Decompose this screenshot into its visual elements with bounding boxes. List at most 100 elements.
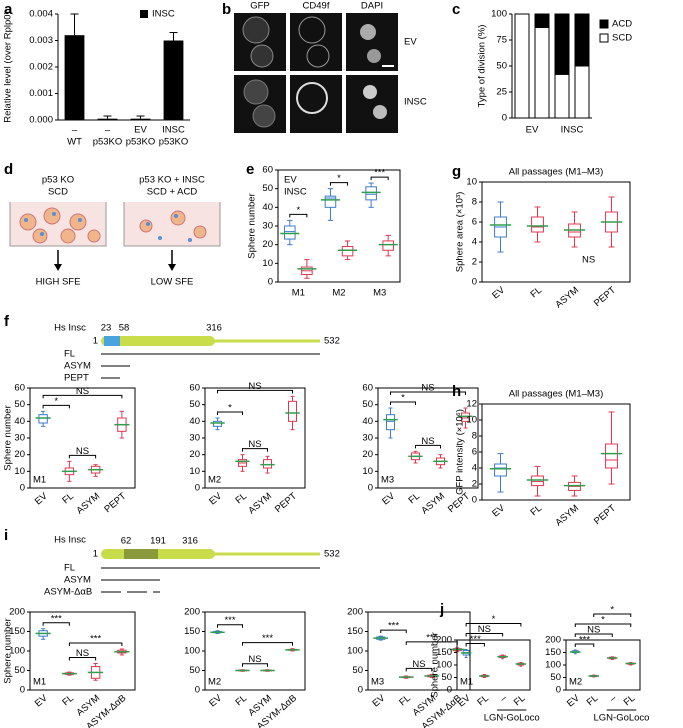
y-tick-label: 20 bbox=[262, 239, 273, 250]
significance-bracket bbox=[380, 629, 407, 634]
construct-label: ASYM-ΔαB bbox=[44, 587, 92, 598]
significance-bracket bbox=[242, 448, 268, 452]
condition-label: SCD + ACD bbox=[147, 187, 198, 198]
plot-frame bbox=[29, 387, 136, 489]
significance-label: NS bbox=[248, 439, 261, 450]
significance-label: NS bbox=[421, 383, 434, 394]
y-tick-label: 8 bbox=[472, 197, 477, 208]
panel-letter: d bbox=[4, 161, 13, 178]
x-tick-label: M2 bbox=[332, 288, 345, 299]
significance-label: *** bbox=[262, 633, 273, 644]
residue-label: 532 bbox=[324, 336, 340, 347]
y-tick-label: 20 bbox=[189, 449, 200, 460]
y-tick-label: 8 bbox=[472, 431, 477, 442]
significance-bracket bbox=[242, 642, 293, 646]
construct-label: PEPT bbox=[64, 373, 89, 384]
x-tick-label: ASYM bbox=[246, 491, 274, 517]
x-tick-label: FL bbox=[233, 693, 249, 709]
significance-label: * bbox=[337, 173, 341, 184]
significance-label: *** bbox=[374, 168, 385, 179]
cells bbox=[24, 212, 192, 242]
y-tick-label: 60 bbox=[362, 383, 373, 394]
plot-frame bbox=[204, 387, 306, 489]
significance-label: NS bbox=[478, 624, 491, 635]
significance-bracket bbox=[415, 444, 441, 449]
plot-frame bbox=[481, 181, 631, 283]
y-tick-label: 200 bbox=[347, 607, 363, 618]
x-tick-label: INSC bbox=[561, 125, 584, 136]
significance-bracket bbox=[68, 642, 123, 647]
condition-label: p53 KO + INSC bbox=[139, 175, 205, 186]
protein-name: Hs Insc bbox=[54, 323, 86, 334]
panel-letter: g bbox=[452, 163, 461, 180]
x-tick-label: EV bbox=[565, 692, 582, 709]
protein-name: Hs Insc bbox=[54, 535, 86, 546]
significance-bracket bbox=[68, 454, 97, 459]
box bbox=[382, 240, 394, 251]
x-tick-label: ASYM bbox=[553, 285, 581, 311]
y-tick-label: 100 bbox=[9, 646, 25, 657]
protein-diagram: Hs Insc 1 23 58 316 532 FL ASYM PEPT bbox=[54, 323, 340, 384]
significance-label: NS bbox=[76, 446, 89, 457]
box bbox=[531, 216, 544, 233]
panel-sublabel: M2 bbox=[208, 677, 221, 688]
y-tick-label: 40 bbox=[362, 416, 373, 427]
residue-label: 23 bbox=[101, 323, 112, 334]
panel-letter: e bbox=[246, 161, 254, 178]
chart-title: All passages (M1–M3) bbox=[509, 167, 604, 178]
y-tick-label: 0 bbox=[472, 277, 477, 288]
y-tick-label: 40 bbox=[14, 416, 25, 427]
chart-title: All passages (M1–M3) bbox=[509, 389, 604, 400]
significance-bracket bbox=[574, 623, 632, 627]
significance-bracket bbox=[574, 633, 613, 637]
cell bbox=[306, 44, 330, 68]
x-tick-label: PEPT bbox=[592, 285, 618, 310]
y-tick-label: 25 bbox=[496, 87, 507, 98]
y-tick-label: 4 bbox=[472, 237, 477, 248]
residue-label: 58 bbox=[119, 323, 130, 334]
column-label: GFP bbox=[250, 1, 270, 12]
y-tick-label: 0.002 bbox=[29, 62, 53, 73]
x-tick-label: EV bbox=[380, 490, 397, 507]
significance-bracket bbox=[370, 176, 389, 181]
y-axis-label: Sphere number bbox=[3, 405, 14, 470]
nucleus bbox=[363, 85, 377, 99]
significance-bracket bbox=[465, 643, 485, 647]
significance-label: NS bbox=[76, 648, 89, 659]
legend-swatch bbox=[599, 19, 609, 29]
y-tick-label: 6 bbox=[472, 217, 477, 228]
x-tick-label: – bbox=[72, 125, 78, 136]
y-tick-label: 0.004 bbox=[29, 9, 53, 20]
y-tick-label: 30 bbox=[189, 433, 200, 444]
y-tick-label: 0.000 bbox=[29, 115, 53, 126]
x-group-label: p53KO bbox=[93, 137, 123, 148]
significance-bracket bbox=[405, 667, 433, 672]
bar bbox=[64, 35, 85, 121]
construct-label: FL bbox=[64, 349, 75, 360]
cell bbox=[298, 16, 326, 44]
y-tick-label: 60 bbox=[189, 383, 200, 394]
cell bbox=[243, 79, 269, 105]
x-group-label: WT bbox=[67, 137, 82, 148]
panel-sublabel: M1 bbox=[33, 677, 46, 688]
box bbox=[605, 443, 618, 469]
sfe-diagram: p53 KO SCD p53 KO + INSC SCD + ACD HIGH … bbox=[9, 175, 221, 288]
panel-sublabel: M1 bbox=[33, 475, 46, 486]
y-tick-label: 200 bbox=[545, 635, 561, 646]
condition-label: p53 KO bbox=[42, 175, 74, 186]
y-tick-label: 50 bbox=[362, 399, 373, 410]
bar bbox=[130, 118, 151, 120]
bar-segment bbox=[574, 65, 590, 119]
y-axis-label: Relative level (over Rplp0) bbox=[3, 11, 14, 122]
panel-letter: f bbox=[4, 313, 10, 330]
y-tick-label: 0 bbox=[472, 495, 477, 506]
panel-letter: b bbox=[222, 1, 231, 18]
significance-bracket bbox=[217, 411, 243, 415]
legend-swatch bbox=[599, 33, 609, 43]
residue-label: 191 bbox=[150, 536, 166, 547]
y-tick-label: 0 bbox=[195, 483, 200, 494]
panel-sublabel: M3 bbox=[381, 475, 394, 486]
group-label: LGN-GoLoco bbox=[594, 713, 650, 724]
significance-bracket bbox=[465, 633, 504, 637]
